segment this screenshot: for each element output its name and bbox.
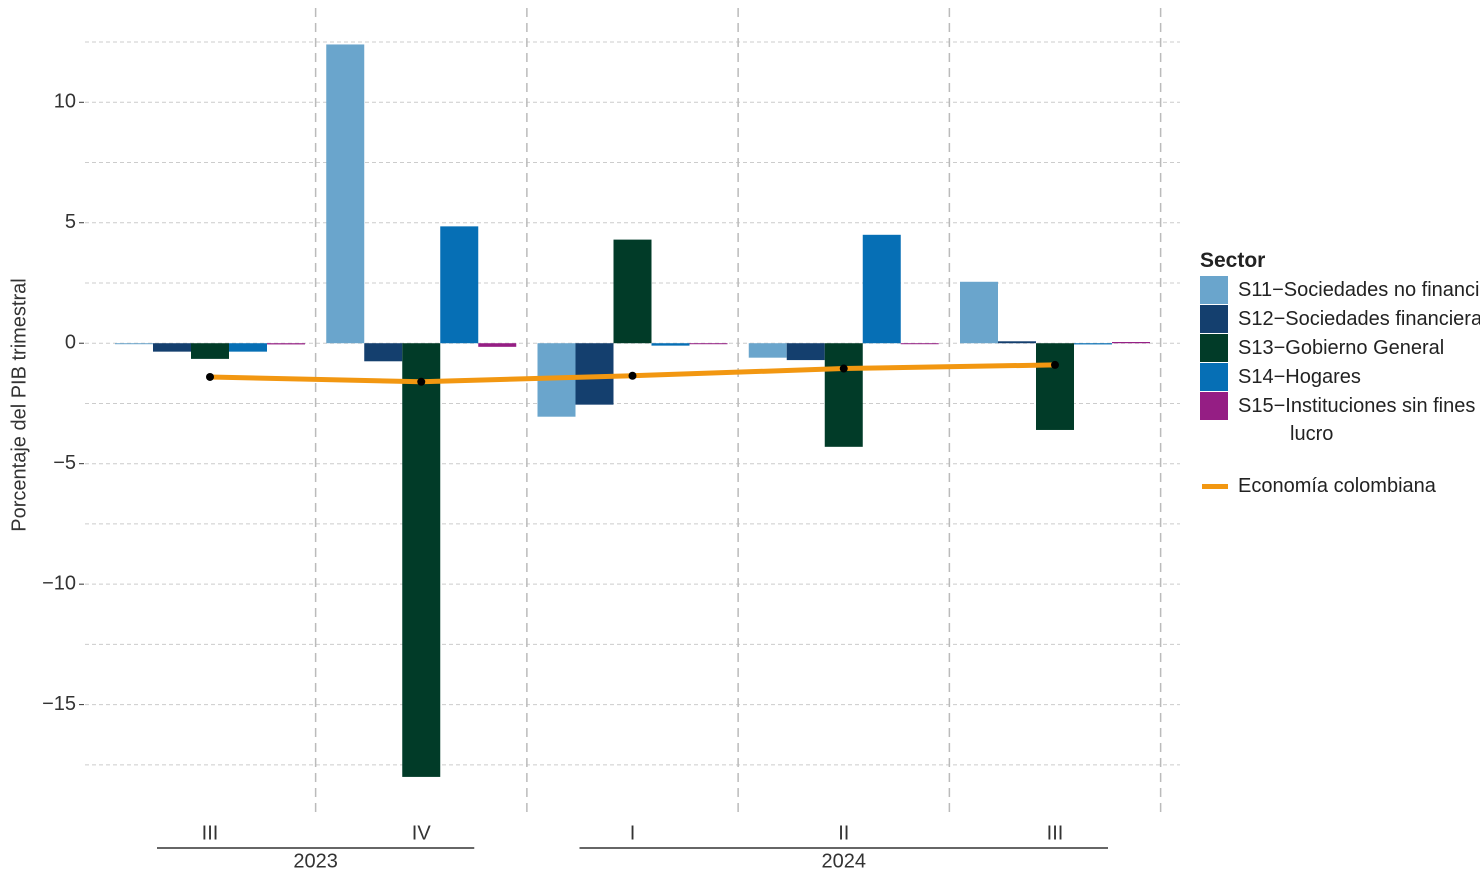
legend-swatch — [1200, 276, 1228, 304]
bar — [824, 343, 863, 447]
bar — [402, 343, 441, 777]
point — [839, 364, 848, 373]
legend-swatch — [1200, 334, 1228, 362]
bar — [960, 281, 998, 344]
legend-item: Economía colombiana — [1200, 472, 1480, 500]
legend-swatch — [1200, 363, 1228, 391]
bar — [267, 343, 305, 345]
x-tick-label: III — [202, 822, 219, 844]
bar — [153, 343, 191, 352]
y-tick-label: −5 — [53, 452, 76, 474]
bar — [440, 226, 479, 344]
bar — [1036, 343, 1074, 430]
bar — [326, 44, 365, 344]
legend-item: S11−Sociedades no financieras — [1200, 276, 1480, 304]
legend: Sector S11−Sociedades no financieras S12−… — [1200, 246, 1480, 501]
grid — [85, 41, 1180, 766]
legend-item: S14−Hogares — [1200, 363, 1480, 391]
bar — [1074, 343, 1112, 345]
bar — [115, 343, 153, 345]
point — [628, 371, 637, 380]
legend-title: Sector — [1200, 249, 1266, 272]
group-label: 2023 — [293, 850, 338, 872]
bar — [229, 343, 267, 352]
bar — [862, 234, 901, 344]
legend-swatch — [1202, 484, 1228, 489]
y-tick-label: 10 — [54, 91, 76, 113]
legend-item: S12−Sociedades financieras — [1200, 305, 1480, 333]
bar — [613, 239, 652, 344]
legend-label: S15−Instituciones sin fines de lucro — [1238, 395, 1480, 445]
legend-label: S12−Sociedades financieras — [1238, 308, 1480, 330]
legend-item: S15−Instituciones sin fines de lucro — [1200, 392, 1480, 448]
bar — [998, 341, 1036, 344]
group-label: 2024 — [822, 850, 867, 872]
y-tick-label: −15 — [42, 693, 76, 715]
point — [206, 372, 214, 381]
legend-swatch — [1200, 392, 1228, 420]
legend-swatch — [1200, 305, 1228, 333]
x-tick-label: III — [1047, 822, 1064, 844]
legend-label: S11−Sociedades no financieras — [1238, 279, 1480, 301]
legend-item: S13−Gobierno General — [1200, 334, 1480, 362]
bar — [900, 343, 939, 345]
bar — [786, 343, 825, 361]
bar — [191, 343, 229, 359]
y-tick-label: 5 — [65, 211, 76, 233]
legend-label: S14−Hogares — [1238, 366, 1361, 388]
bar — [748, 343, 787, 358]
bar — [364, 343, 403, 362]
y-tick-label: 0 — [65, 332, 76, 354]
bar — [651, 343, 690, 346]
x-tick-label: II — [838, 822, 849, 844]
y-tick-label: −10 — [42, 572, 76, 594]
bar — [575, 343, 614, 405]
point — [417, 377, 426, 386]
y-axis-label: Porcentaje del PIB trimestral — [8, 278, 30, 531]
legend-label: Economía colombiana — [1238, 475, 1436, 497]
x-tick-label: I — [630, 822, 636, 844]
bar — [689, 343, 728, 345]
bar — [478, 343, 517, 347]
legend-label: S13−Gobierno General — [1238, 337, 1445, 359]
point — [1051, 360, 1059, 369]
bar — [1112, 342, 1150, 344]
x-tick-label: IV — [412, 822, 432, 844]
